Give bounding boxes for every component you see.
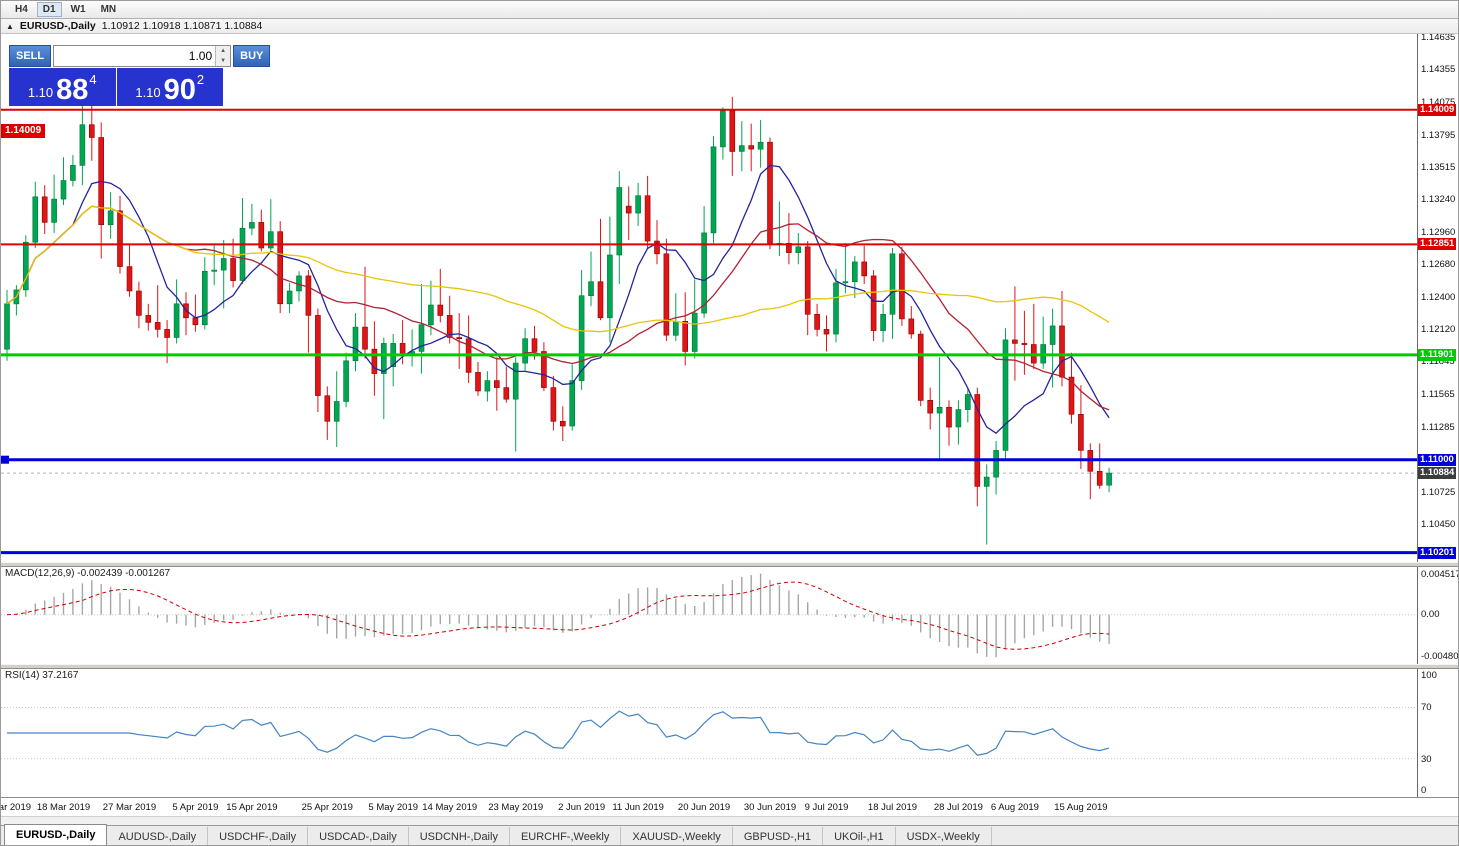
price-axis-tick: 1.12120: [1421, 324, 1456, 336]
timeframe-w1-button[interactable]: W1: [65, 2, 92, 17]
main-chart-canvas[interactable]: SELL ▲▼ BUY 1.10 88 4 1.10 90 2: [1, 34, 1417, 562]
macd-label: MACD(12,26,9) -0.002439 -0.001267: [5, 568, 171, 579]
date-axis-label: 27 Mar 2019: [102, 802, 157, 813]
date-axis-label: 30 Jun 2019: [743, 802, 797, 813]
rsi-axis-tick: 100: [1421, 670, 1437, 681]
price-axis-tick: 1.14075: [1421, 97, 1456, 109]
hline-left-label: 1.14009: [1, 123, 46, 138]
date-axis-label: 5 May 2019: [368, 802, 419, 813]
tab-usdcad-daily[interactable]: USDCAD-,Daily: [308, 827, 409, 845]
volume-input[interactable]: [54, 46, 216, 66]
buy-price-pipette: 2: [196, 72, 205, 87]
macd-panel[interactable]: MACD(12,26,9) -0.002439 -0.001267: [1, 567, 1417, 664]
date-axis-label: 15 Aug 2019: [1054, 802, 1108, 813]
date-axis-label: 8 Mar 2019: [1, 802, 32, 813]
volume-field: ▲▼: [53, 45, 232, 67]
timeframe-mn-button[interactable]: MN: [95, 2, 123, 17]
price-axis-tick: 1.10450: [1421, 518, 1456, 530]
price-axis-tick: 1.11285: [1421, 421, 1455, 433]
date-axis-label: 5 Apr 2019: [172, 802, 219, 813]
date-axis-label: 28 Jul 2019: [933, 802, 983, 813]
tab-ukoil-h1[interactable]: UKOil-,H1: [823, 827, 896, 845]
macd-axis: 0.004517 0.00 -0.004806: [1417, 567, 1459, 664]
volume-spinner: ▲ ▼: [215, 46, 231, 66]
price-axis[interactable]: 1.14635 1.14355 1.14075 1.13795 1.13515 1.132…: [1417, 31, 1458, 562]
rsi-axis-tick: 0: [1421, 785, 1427, 796]
buy-price-prefix: 1.10: [135, 85, 161, 100]
one-click-trading-panel: SELL ▲▼ BUY 1.10 88 4 1.10 90 2: [9, 45, 271, 106]
tab-usdchf-daily[interactable]: USDCHF-,Daily: [208, 827, 309, 845]
date-axis-label: 11 Jun 2019: [612, 802, 664, 813]
date-axis-label: 20 Jun 2019: [677, 802, 731, 813]
panel-separator[interactable]: [1, 562, 1458, 567]
tab-eurusd-daily[interactable]: EURUSD-,Daily: [4, 824, 108, 845]
date-axis-label: 25 Apr 2019: [301, 802, 353, 813]
current-price-label: 1.10884: [1418, 467, 1457, 480]
buy-price-big-digits: 90: [163, 73, 196, 106]
hline-price-label: 1.14009: [1418, 103, 1457, 116]
hline-price-label: 1.10201: [1418, 546, 1457, 559]
tab-gbpusd-h1[interactable]: GBPUSD-,H1: [732, 827, 824, 845]
sell-price-pipette: 4: [89, 72, 97, 87]
macd-axis-tick: 0.004517: [1421, 569, 1459, 580]
hline-price-label: 1.12851: [1418, 238, 1457, 251]
candlestick-chart[interactable]: [1, 34, 1417, 562]
rsi-label: RSI(14) 37.2167: [5, 670, 79, 681]
buy-button[interactable]: BUY: [233, 45, 271, 67]
price-axis-tick: 1.11845: [1421, 356, 1455, 368]
price-axis-tick: 1.13515: [1421, 162, 1456, 174]
date-axis-label: 9 Jul 2019: [804, 802, 849, 813]
spinner-down-icon[interactable]: ▼: [216, 56, 231, 66]
price-axis-tick: 1.10725: [1421, 486, 1456, 498]
hline-price-label: 1.11901: [1418, 348, 1456, 361]
date-axis[interactable]: 8 Mar 2019 18 Mar 2019 27 Mar 2019 5 Apr 20…: [1, 797, 1458, 816]
date-axis-label: 14 May 2019: [422, 802, 478, 813]
price-axis-tick: 1.14635: [1421, 31, 1456, 43]
rsi-axis: 100 70 30 0: [1417, 669, 1458, 797]
price-axis-tick: 1.12960: [1421, 226, 1456, 238]
macd-histogram: [1, 573, 1417, 658]
chart-title: EURUSD-,Daily: [19, 20, 96, 32]
tab-usdcnh-daily[interactable]: USDCNH-,Daily: [408, 827, 510, 845]
panel-separator[interactable]: [1, 664, 1458, 669]
chart-titlebar: ▲ EURUSD-,Daily 1.10912 1.10918 1.10871 …: [1, 19, 1458, 34]
rsi-line-chart: [1, 706, 1417, 760]
horizontal-scrollbar[interactable]: [1, 816, 1458, 825]
spinner-up-icon[interactable]: ▲: [216, 46, 231, 56]
tab-usdx-weekly[interactable]: USDX-,Weekly: [895, 827, 992, 845]
rsi-axis-tick: 70: [1421, 702, 1432, 714]
chart-ohlc-values: 1.10912 1.10918 1.10871 1.10884: [101, 20, 263, 32]
rsi-panel[interactable]: RSI(14) 37.2167: [1, 669, 1417, 797]
tab-audusd-daily[interactable]: AUDUSD-,Daily: [107, 827, 209, 845]
date-axis-label: 18 Mar 2019: [36, 802, 91, 813]
sell-price-big-digits: 88: [56, 73, 89, 106]
macd-axis-tick: 0.00: [1421, 608, 1440, 620]
date-axis-label: 23 May 2019: [488, 802, 544, 813]
tab-xauusd-weekly[interactable]: XAUUSD-,Weekly: [621, 827, 733, 845]
tab-eurchf-weekly[interactable]: EURCHF-,Weekly: [509, 827, 622, 845]
price-axis-tick: 1.11565: [1421, 388, 1455, 400]
sell-button[interactable]: SELL: [9, 45, 52, 67]
hline-price-label: 1.11000: [1418, 453, 1456, 466]
date-axis-label: 2 Jun 2019: [558, 802, 606, 813]
sell-price-prefix: 1.10: [27, 85, 54, 100]
price-axis-tick: 1.14355: [1421, 64, 1456, 76]
date-axis-label: 6 Aug 2019: [990, 802, 1039, 813]
timeframe-toolbar: H4 D1 W1 MN: [1, 1, 1458, 19]
buy-price-display[interactable]: 1.10 90 2: [116, 68, 223, 106]
sell-price-display[interactable]: 1.10 88 4: [9, 68, 116, 106]
price-axis-tick: 1.12400: [1421, 291, 1456, 303]
timeframe-h4-button[interactable]: H4: [9, 2, 34, 17]
date-axis-label: 18 Jul 2019: [867, 802, 918, 813]
price-axis-tick: 1.12680: [1421, 259, 1456, 271]
macd-axis-tick: -0.004806: [1421, 651, 1459, 662]
collapse-chart-icon[interactable]: ▲: [6, 21, 14, 31]
rsi-axis-tick: 30: [1421, 753, 1432, 765]
timeframe-d1-button[interactable]: D1: [36, 2, 62, 17]
price-axis-tick: 1.13795: [1421, 129, 1456, 141]
date-axis-label: 15 Apr 2019: [226, 802, 278, 813]
price-axis-tick: 1.13240: [1421, 194, 1456, 206]
chart-tabs-bar: EURUSD-,Daily AUDUSD-,Daily USDCHF-,Daily U…: [1, 824, 1458, 845]
